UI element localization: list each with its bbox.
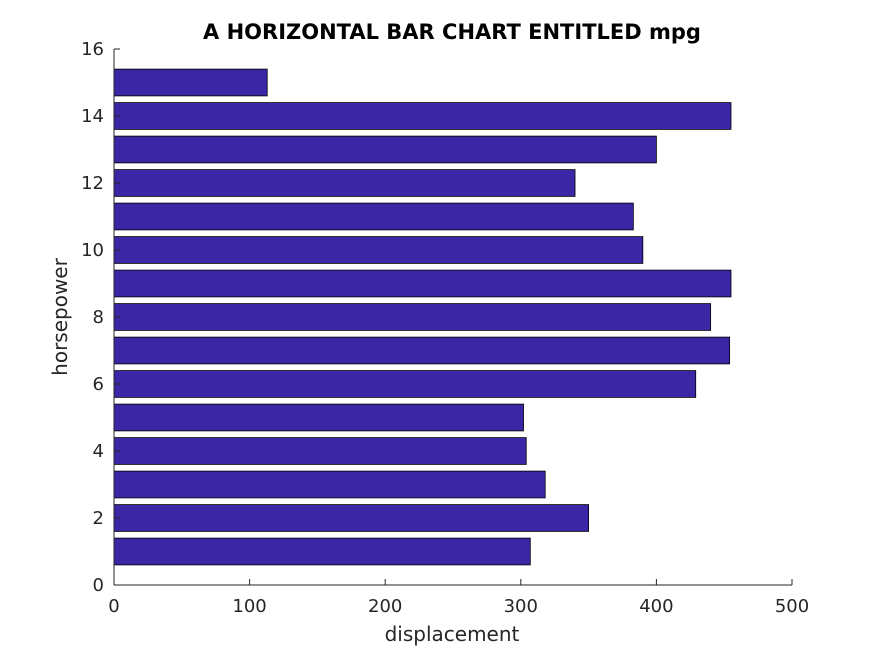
chart-title: A HORIZONTAL BAR CHART ENTITLED mpg — [203, 20, 701, 44]
bar-5 — [113, 403, 524, 432]
y-tick-label: 10 — [81, 240, 104, 261]
bar-3 — [113, 470, 546, 499]
y-tick-label: 4 — [93, 441, 104, 462]
bar-2 — [113, 504, 590, 532]
y-tick-label: 2 — [93, 508, 104, 529]
bar-7 — [113, 336, 731, 365]
bar-9 — [113, 269, 732, 298]
bar-8 — [113, 303, 712, 331]
bar-10 — [113, 236, 644, 264]
bar-13 — [113, 135, 657, 164]
x-axis-label: displacement — [385, 622, 520, 646]
bars-group — [113, 68, 732, 566]
x-tick-label: 400 — [639, 596, 673, 617]
x-tick-label: 100 — [232, 596, 266, 617]
bar-12 — [113, 169, 576, 197]
y-tick-label: 8 — [93, 307, 104, 328]
x-tick-label: 300 — [504, 596, 538, 617]
x-tick-label: 200 — [368, 596, 402, 617]
x-tick-label: 500 — [775, 596, 809, 617]
bar-6 — [113, 370, 697, 398]
bar-1 — [113, 537, 531, 566]
bar-4 — [113, 437, 527, 465]
y-tick-label: 6 — [93, 374, 104, 395]
bar-11 — [113, 202, 634, 231]
y-tick-label: 0 — [93, 575, 104, 596]
bar-14 — [113, 102, 732, 130]
y-tick-label: 12 — [81, 173, 104, 194]
y-tick-label: 14 — [81, 106, 104, 127]
y-axis-label: horsepower — [48, 257, 72, 375]
axes-group: 0 100 200 300 400 500 0 2 4 6 8 10 12 14 16 — [81, 39, 809, 617]
x-tick-label: 0 — [108, 596, 119, 617]
bar-15 — [113, 68, 268, 97]
y-tick-label: 16 — [81, 39, 104, 60]
